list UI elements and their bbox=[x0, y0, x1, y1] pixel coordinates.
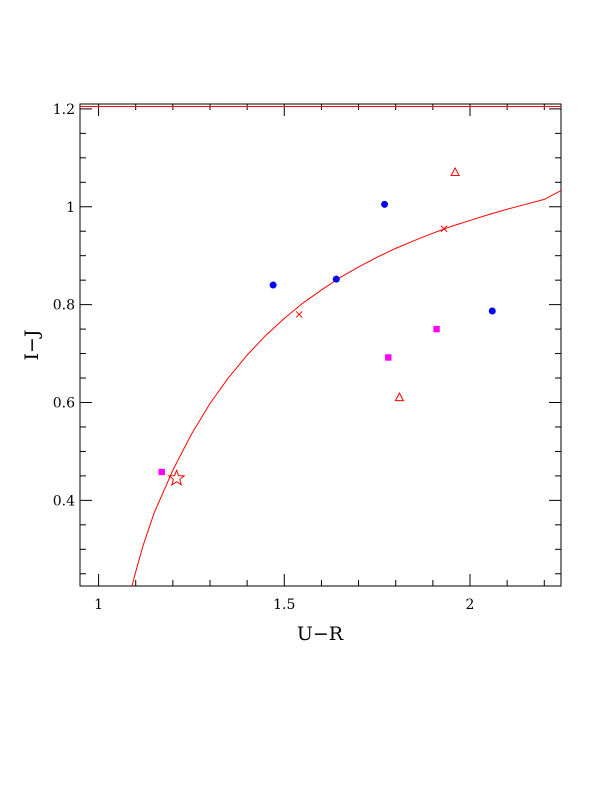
fit-curve bbox=[131, 190, 562, 587]
data-point-star bbox=[167, 468, 186, 486]
data-point-triangle bbox=[394, 392, 405, 402]
data-point-circle bbox=[269, 281, 277, 289]
data-point-circle bbox=[381, 200, 389, 208]
data-point-cross bbox=[440, 225, 448, 233]
data-point-square bbox=[433, 325, 440, 333]
y-tick-label: 1.2 bbox=[53, 102, 75, 118]
data-points bbox=[158, 166, 496, 486]
x-axis-title: U−R bbox=[297, 623, 344, 645]
data-point-circle bbox=[488, 307, 496, 315]
y-tick-label: 0.4 bbox=[53, 493, 75, 509]
x-tick-label: 1 bbox=[94, 597, 103, 613]
plot-frame bbox=[79, 103, 562, 587]
tick-labels: 1 1.5 2 0.4 0.6 0.8 1 1.2 bbox=[53, 102, 475, 613]
y-tick-label: 0.6 bbox=[53, 395, 75, 411]
fit-curve-layer bbox=[80, 105, 562, 587]
data-point-triangle bbox=[450, 166, 460, 177]
x-tick-label: 2 bbox=[466, 597, 475, 613]
y-tick-label: 1 bbox=[66, 200, 75, 216]
x-tick-label: 1.5 bbox=[273, 597, 295, 613]
y-axis-title: I−J bbox=[21, 329, 43, 360]
data-point-cross bbox=[295, 311, 303, 318]
data-point-square bbox=[385, 354, 392, 361]
data-point-square bbox=[158, 468, 165, 476]
axis-ticks bbox=[80, 104, 561, 586]
y-tick-label: 0.8 bbox=[53, 298, 75, 314]
data-point-circle bbox=[332, 275, 340, 283]
